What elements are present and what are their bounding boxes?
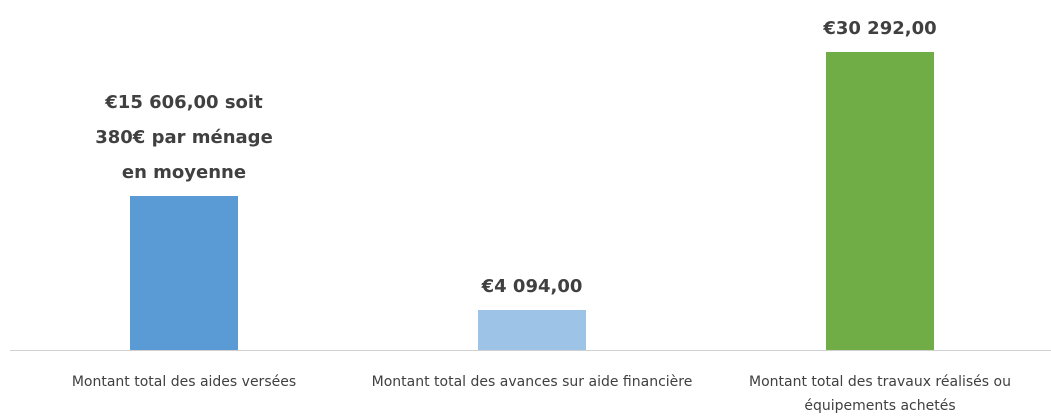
bar [826,52,934,350]
data-label: €30 292,00 [823,18,937,39]
bar [478,309,586,350]
x-tick-label: Montant total des avances sur aide finan… [371,374,693,390]
bar [130,196,238,350]
x-tick-label: Montant total des travaux réalisés ou éq… [749,374,1011,414]
baseline [10,350,1051,351]
x-tick-label: Montant total des aides versées [71,374,297,390]
data-label: €4 094,00 [481,275,583,297]
data-label: €15 606,00 soit 380€ par ménage en moyen… [95,92,273,184]
